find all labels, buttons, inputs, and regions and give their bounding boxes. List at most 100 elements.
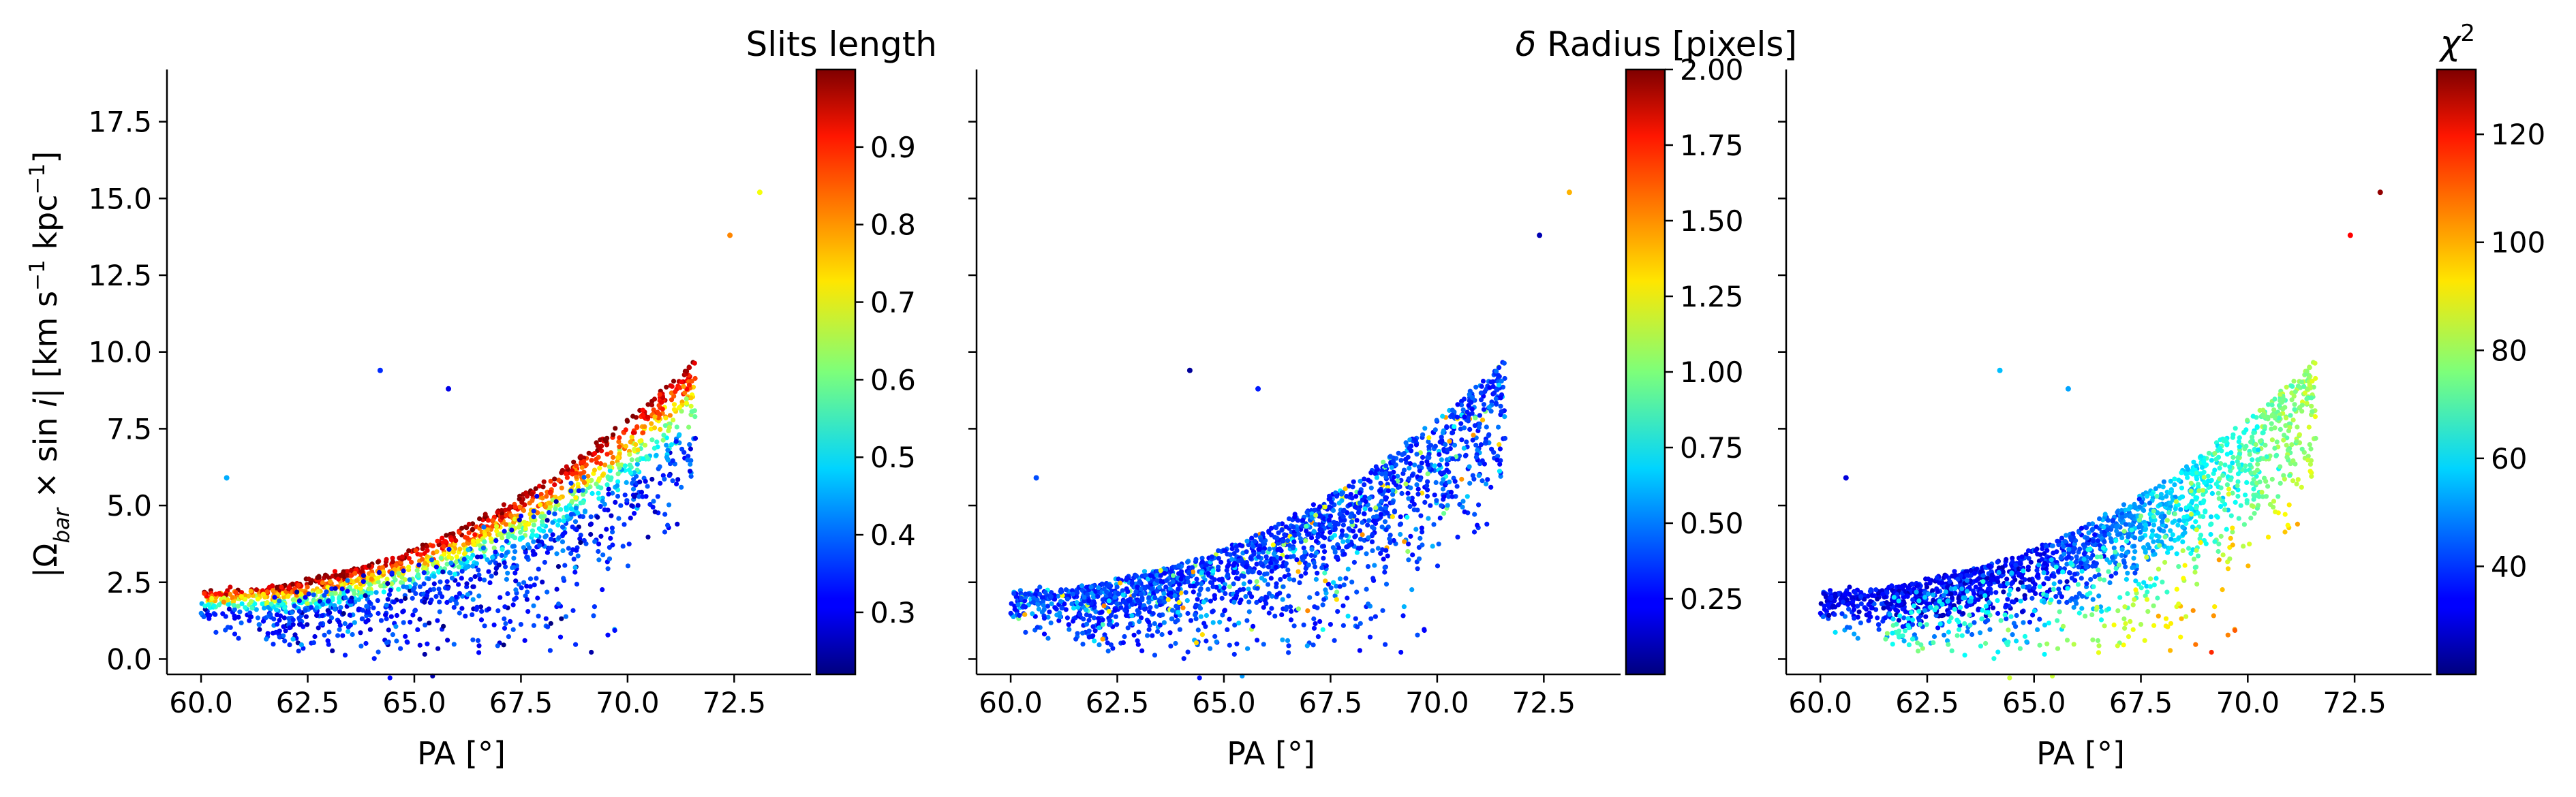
data-point <box>347 599 353 604</box>
x-axis-label: PA [°] <box>1227 735 1315 772</box>
data-point <box>1407 503 1413 510</box>
data-point <box>367 599 372 606</box>
data-point <box>1244 549 1249 554</box>
data-point <box>430 543 435 548</box>
data-point <box>1302 549 1308 554</box>
data-point <box>518 622 524 627</box>
data-point <box>1167 630 1173 636</box>
data-point <box>1942 632 1947 638</box>
data-point <box>398 598 404 604</box>
data-point <box>1203 624 1208 629</box>
data-point <box>1415 491 1421 497</box>
colorbar-tick-label: 0.9 <box>870 131 916 164</box>
data-point <box>548 621 553 626</box>
data-point <box>1285 638 1291 644</box>
data-point <box>629 503 634 508</box>
data-point <box>578 454 583 459</box>
data-point <box>669 384 675 389</box>
data-point <box>1223 591 1228 597</box>
data-point <box>303 608 308 613</box>
data-point <box>632 494 637 499</box>
data-point <box>399 554 405 560</box>
data-point <box>297 618 303 623</box>
scatter-points <box>1008 189 1572 681</box>
data-point <box>384 640 390 646</box>
data-point <box>605 632 611 638</box>
data-point <box>437 599 442 605</box>
data-point <box>1246 542 1251 548</box>
data-point <box>1858 620 1863 626</box>
data-point <box>578 540 583 546</box>
data-point <box>1336 545 1342 550</box>
data-point <box>581 492 586 497</box>
data-point <box>482 533 488 538</box>
data-point <box>524 583 530 589</box>
data-point <box>1476 424 1482 431</box>
axes: 60.0 62.5 65.0 67.5 70.0 72.5 <box>968 69 1621 719</box>
data-point <box>413 548 418 553</box>
data-point <box>605 566 611 572</box>
data-point <box>1058 589 1063 594</box>
data-point <box>553 499 559 504</box>
data-point <box>1284 604 1289 610</box>
data-point <box>534 493 540 499</box>
data-point <box>540 484 546 490</box>
x-tick-label: 70.0 <box>596 686 660 719</box>
y-tick-label: 12.5 <box>88 259 152 292</box>
data-point <box>2180 525 2186 530</box>
y-axis-label: |Ωbar × sin i| [km s−1 kpc−1] <box>25 151 74 578</box>
data-point <box>373 590 379 595</box>
data-point <box>1340 603 1346 608</box>
data-point <box>470 538 476 544</box>
data-point <box>505 591 510 597</box>
data-point <box>1450 430 1456 435</box>
data-point <box>1251 623 1256 629</box>
data-point <box>1450 494 1455 499</box>
data-point <box>575 553 581 559</box>
data-point <box>1340 623 1346 628</box>
data-point <box>2139 535 2145 541</box>
data-point <box>563 614 569 619</box>
data-point <box>1344 533 1349 538</box>
data-point <box>1106 608 1111 614</box>
data-point <box>260 601 265 607</box>
data-point <box>239 620 244 626</box>
data-point <box>495 510 500 515</box>
data-point <box>1070 591 1075 597</box>
data-point <box>1448 489 1454 495</box>
data-point <box>556 601 562 607</box>
data-point <box>344 573 350 578</box>
data-point <box>664 442 669 448</box>
data-point <box>2250 435 2255 440</box>
data-point <box>1313 621 1318 627</box>
data-point <box>1455 402 1460 407</box>
data-point <box>1303 538 1308 544</box>
data-point <box>1317 619 1323 625</box>
data-point <box>1383 495 1388 501</box>
data-point <box>1139 595 1145 601</box>
data-point <box>1243 564 1248 569</box>
data-point <box>1366 518 1372 523</box>
data-point <box>1030 599 1036 605</box>
data-point <box>2095 638 2101 644</box>
data-point <box>536 543 542 548</box>
data-point <box>525 609 531 614</box>
data-point <box>466 521 472 527</box>
data-point <box>1332 638 1337 643</box>
data-point <box>1114 601 1120 606</box>
data-point <box>1223 548 1228 553</box>
data-point <box>510 627 516 632</box>
data-point <box>1304 643 1310 648</box>
data-point <box>512 597 517 602</box>
data-point <box>1227 642 1232 648</box>
data-point <box>557 518 562 523</box>
data-point <box>449 576 455 581</box>
data-point <box>232 631 238 637</box>
data-point <box>1256 546 1261 552</box>
colorbar-tick-label: 0.25 <box>1680 582 1744 616</box>
data-point <box>1923 614 1929 619</box>
data-point <box>1280 597 1285 602</box>
data-point <box>674 424 679 430</box>
data-point <box>242 597 248 602</box>
data-point <box>1369 539 1375 545</box>
